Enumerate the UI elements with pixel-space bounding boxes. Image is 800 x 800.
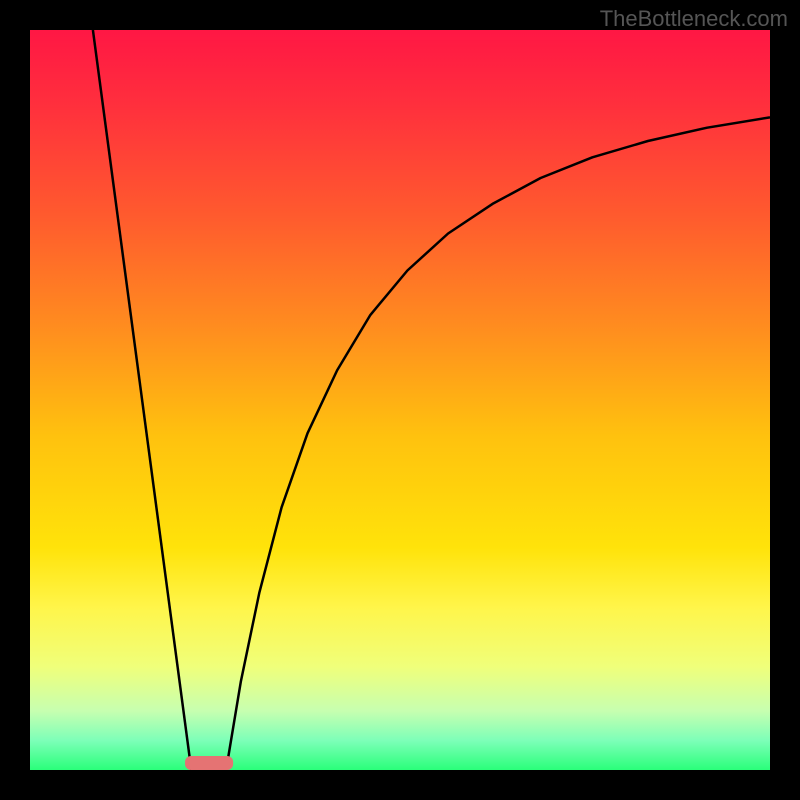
watermark-text: TheBottleneck.com bbox=[600, 6, 788, 32]
bottom-marker bbox=[185, 756, 233, 770]
plot-area bbox=[30, 30, 770, 770]
chart-svg bbox=[30, 30, 770, 770]
chart-container: TheBottleneck.com bbox=[0, 0, 800, 800]
